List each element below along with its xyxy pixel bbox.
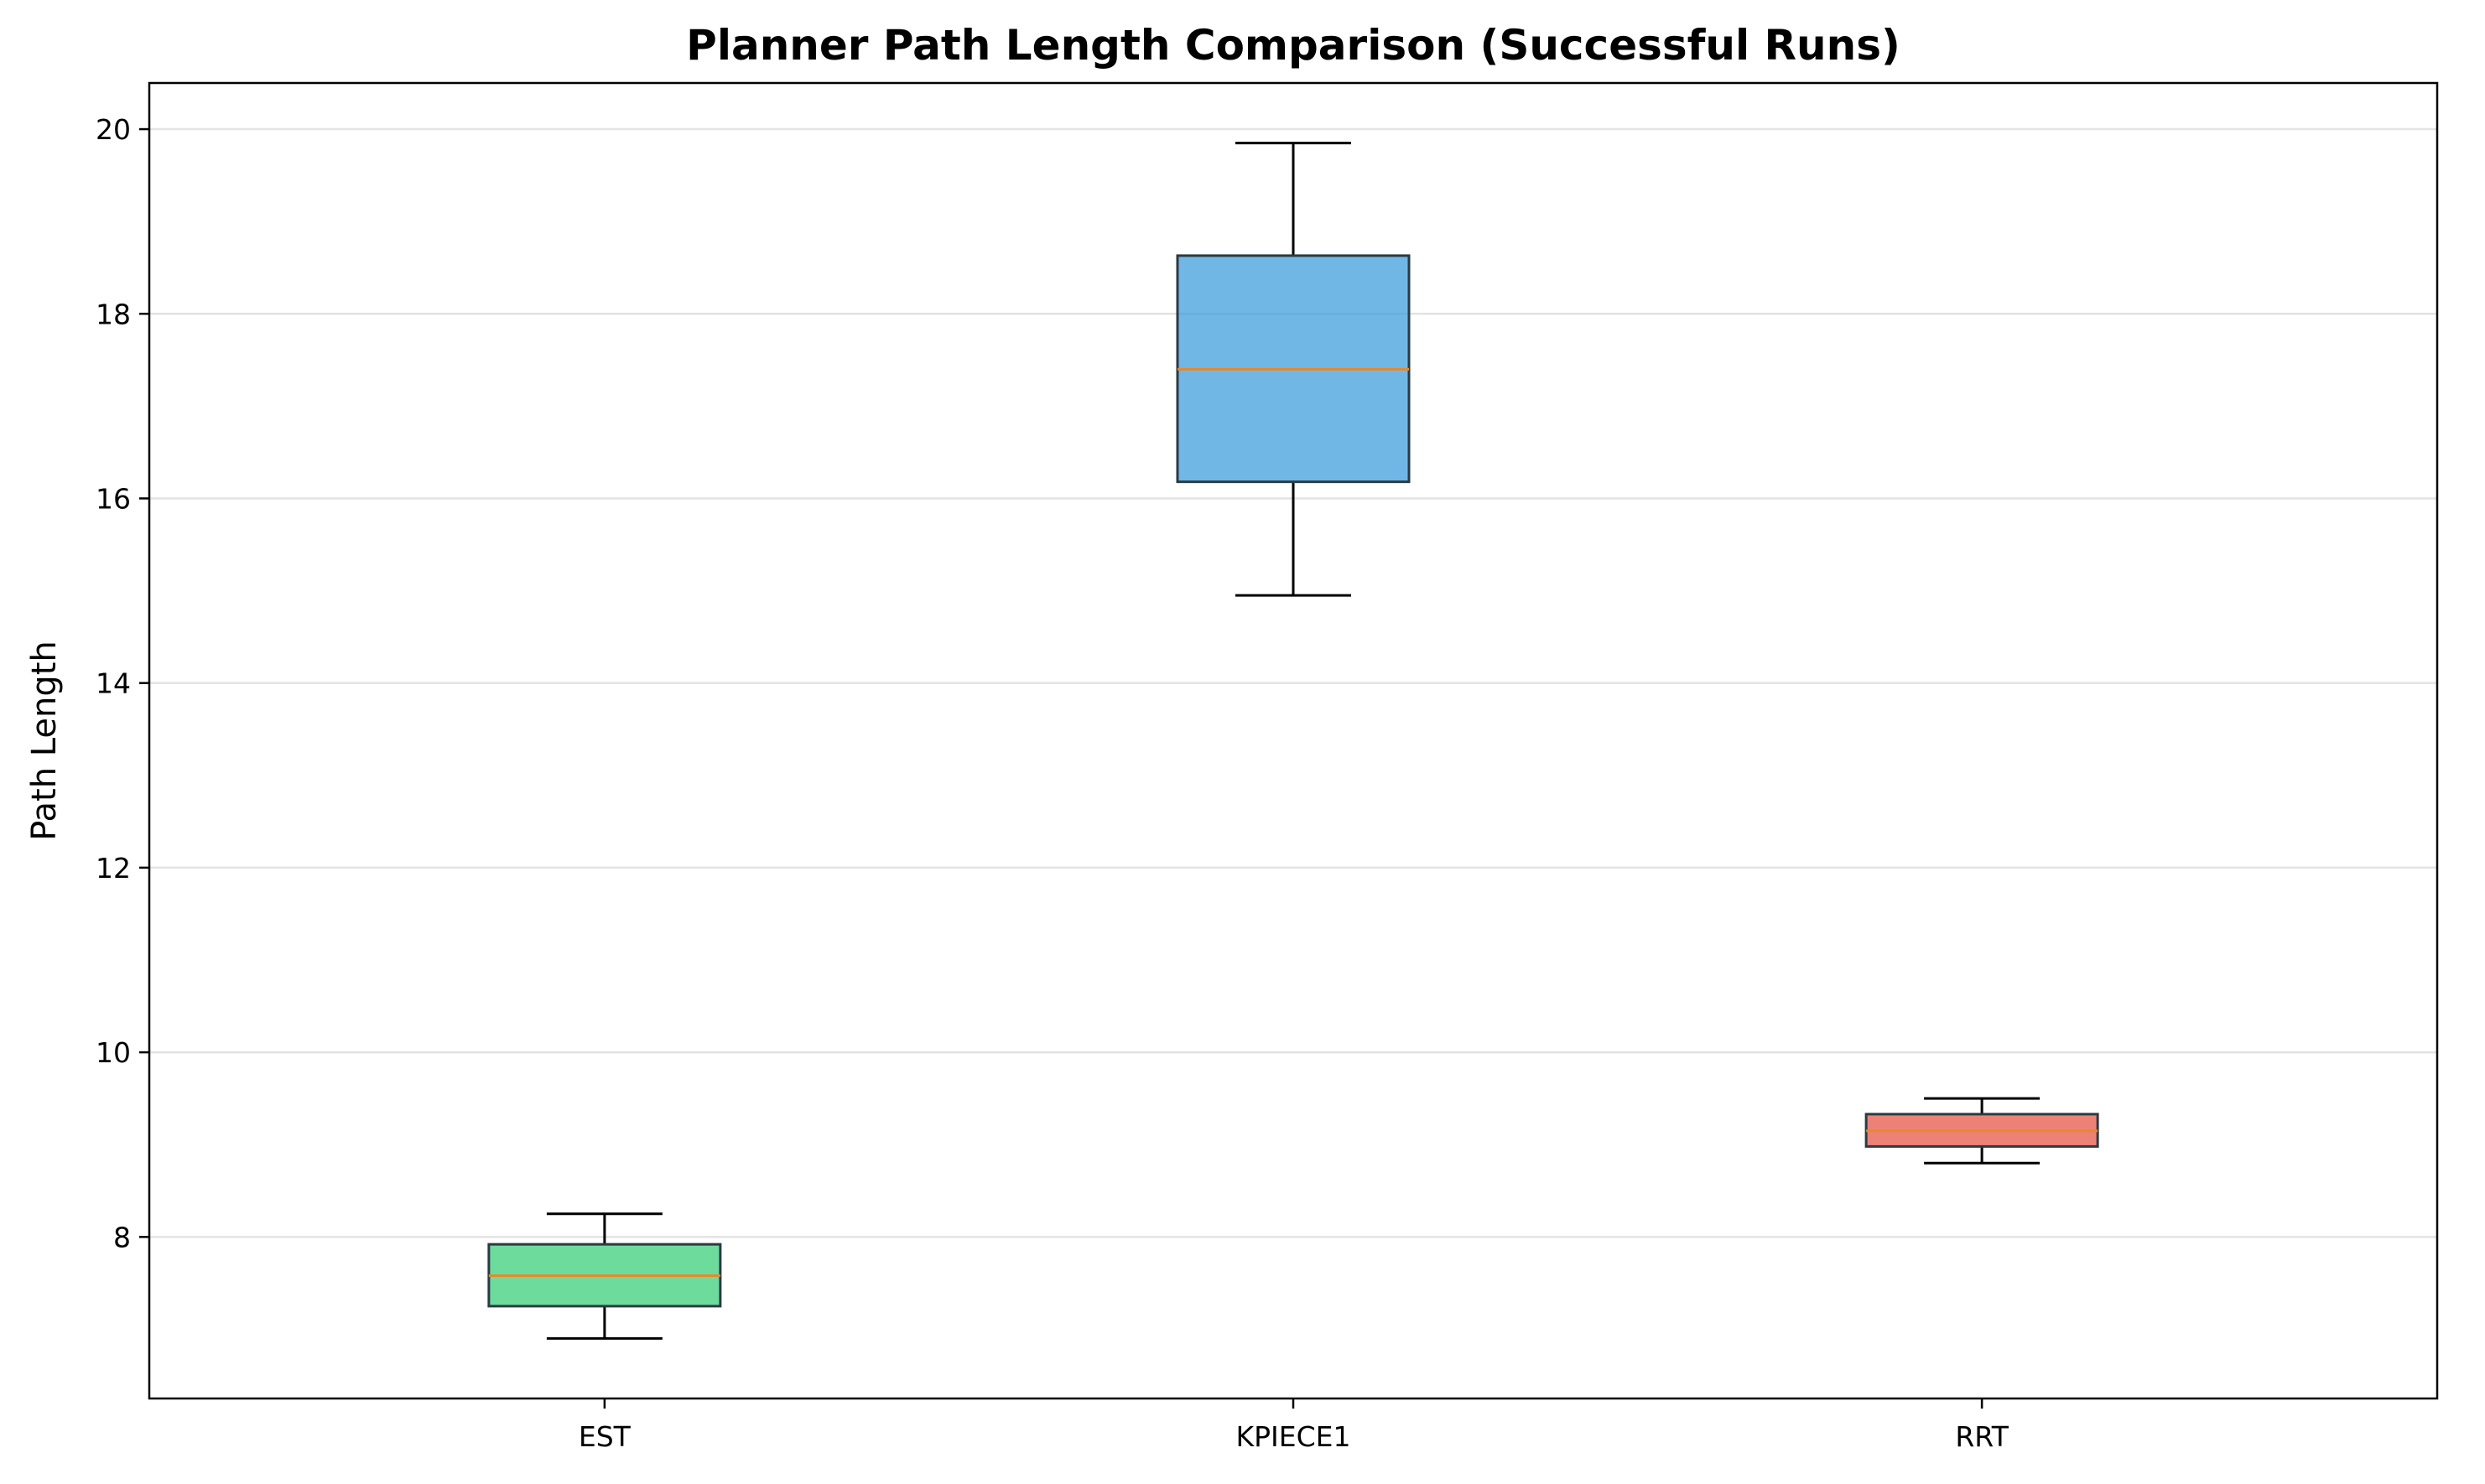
y-tick-label: 20	[96, 113, 131, 146]
box-kpiece1	[1176, 142, 1411, 597]
y-tick-label: 10	[96, 1036, 131, 1069]
x-tick-label: EST	[579, 1420, 632, 1453]
y-axis-label: Path Length	[25, 641, 64, 841]
boxes	[487, 142, 2099, 1340]
y-tick-label: 16	[96, 482, 131, 515]
y-axis-ticks: 8 10 12 14 16 18 20	[96, 113, 149, 1253]
box-est	[487, 1212, 722, 1340]
x-axis-ticks: EST KPIECE1 RRT	[579, 1398, 2009, 1453]
y-tick-label: 12	[96, 852, 131, 885]
chart-title: Planner Path Length Comparison (Successf…	[686, 21, 1900, 70]
y-tick-label: 18	[96, 298, 131, 330]
box-rrt	[1864, 1097, 2099, 1165]
y-tick-label: 14	[96, 667, 131, 700]
x-tick-label: RRT	[1955, 1420, 2009, 1453]
x-tick-label: KPIECE1	[1235, 1420, 1350, 1453]
y-tick-label: 8	[113, 1221, 131, 1253]
